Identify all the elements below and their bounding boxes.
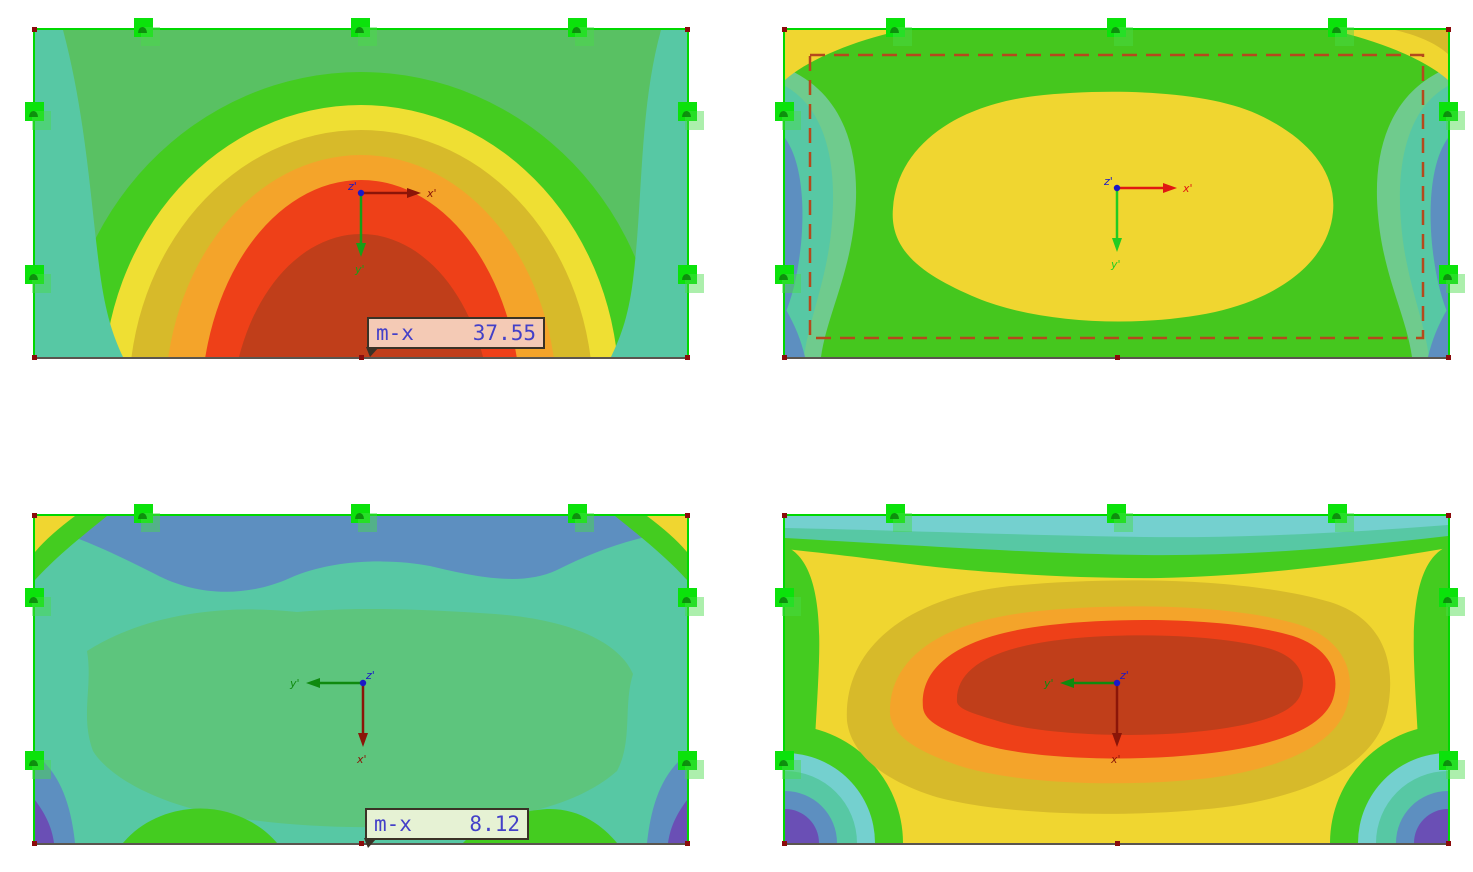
result-value: 37.55 bbox=[472, 321, 536, 345]
node-point[interactable] bbox=[1446, 513, 1451, 518]
contour-plot-bottom-left bbox=[35, 516, 687, 843]
result-value-tag[interactable]: m-x 37.55 bbox=[366, 317, 545, 357]
slab-panel-bottom-right[interactable]: y' x' z' bbox=[775, 504, 1465, 846]
node-point[interactable] bbox=[685, 355, 690, 360]
node-point[interactable] bbox=[782, 841, 787, 846]
contour-band-yellow-center bbox=[892, 91, 1334, 322]
result-name: m-x bbox=[376, 321, 414, 345]
edge-support-handle[interactable] bbox=[1439, 588, 1465, 616]
dashed-selection-rect bbox=[808, 53, 1425, 340]
node-point[interactable] bbox=[359, 355, 364, 360]
edge-support-handle[interactable] bbox=[25, 588, 51, 616]
result-name: m-x bbox=[374, 812, 412, 836]
contour-band-yellow-tr bbox=[1330, 30, 1448, 80]
edge-support-handle[interactable] bbox=[25, 265, 51, 293]
edge-support-handle[interactable] bbox=[134, 18, 160, 46]
contour-band-yellow-tl bbox=[785, 30, 903, 80]
node-point[interactable] bbox=[1446, 841, 1451, 846]
contour-plot-top-right bbox=[785, 30, 1448, 357]
contour-plot-top-left bbox=[35, 30, 687, 357]
contour-band-purple-bl bbox=[35, 800, 54, 843]
corner-ring-purple-bl bbox=[785, 809, 819, 843]
node-point[interactable] bbox=[685, 841, 690, 846]
contour-band-mustard-tr bbox=[1395, 30, 1448, 54]
edge-support-handle[interactable] bbox=[25, 102, 51, 130]
contour-band-blue-br bbox=[1428, 308, 1448, 357]
result-value: 8.12 bbox=[469, 812, 520, 836]
contour-band-teal-left bbox=[785, 86, 834, 357]
edge-support-handle[interactable] bbox=[678, 588, 704, 616]
node-point[interactable] bbox=[685, 27, 690, 32]
node-point[interactable] bbox=[1446, 27, 1451, 32]
edge-support-handle[interactable] bbox=[1439, 265, 1465, 293]
edge-support-handle[interactable] bbox=[775, 102, 801, 130]
edge-support-handle[interactable] bbox=[775, 751, 801, 779]
contour-band-teal-left bbox=[35, 30, 123, 357]
node-point[interactable] bbox=[782, 355, 787, 360]
edge-support-handle[interactable] bbox=[678, 102, 704, 130]
edge-support-handle[interactable] bbox=[775, 265, 801, 293]
slab-panel-bottom-left[interactable]: y' x' z' m-x 8.12 bbox=[25, 504, 704, 848]
slab-panel-top-right[interactable]: x' y' z' bbox=[775, 18, 1465, 360]
edge-support-handle[interactable] bbox=[25, 751, 51, 779]
node-point[interactable] bbox=[32, 513, 37, 518]
slab-panel-top-left[interactable]: x' y' z' m-x 37.55 bbox=[25, 18, 704, 360]
contour-band-soft-green-center bbox=[86, 608, 633, 828]
corner-ring-purple-br bbox=[1414, 809, 1448, 843]
contour-band-blue-top bbox=[35, 516, 687, 592]
edge-support-handle[interactable] bbox=[886, 504, 912, 532]
edge-support-handle[interactable] bbox=[678, 751, 704, 779]
node-point[interactable] bbox=[1114, 841, 1120, 846]
node-point[interactable] bbox=[782, 513, 787, 518]
node-point[interactable] bbox=[782, 27, 787, 32]
edge-support-handle[interactable] bbox=[1439, 102, 1465, 130]
edge-support-handle[interactable] bbox=[568, 504, 594, 532]
edge-support-handle[interactable] bbox=[134, 504, 160, 532]
edge-support-handle[interactable] bbox=[1107, 504, 1133, 532]
node-point[interactable] bbox=[1446, 355, 1451, 360]
edge-support-handle[interactable] bbox=[351, 504, 377, 532]
node-point[interactable] bbox=[1114, 355, 1120, 360]
contour-band-teal-right bbox=[611, 30, 687, 357]
node-point[interactable] bbox=[32, 841, 37, 846]
contour-band-green-bottom-left bbox=[123, 808, 277, 843]
contour-band-yellow-tl bbox=[35, 516, 75, 552]
edge-support-handle[interactable] bbox=[1439, 751, 1465, 779]
edge-support-handle[interactable] bbox=[678, 265, 704, 293]
contour-band-yellow-tr bbox=[647, 516, 687, 552]
node-point[interactable] bbox=[32, 27, 37, 32]
edge-support-handle[interactable] bbox=[886, 18, 912, 46]
result-value-tag[interactable]: m-x 8.12 bbox=[364, 808, 529, 848]
node-point[interactable] bbox=[685, 513, 690, 518]
contour-band-blue-bl bbox=[785, 308, 805, 357]
edge-support-handle[interactable] bbox=[775, 588, 801, 616]
edge-support-handle[interactable] bbox=[351, 18, 377, 46]
contour-band-cyan-top bbox=[785, 516, 1448, 538]
edge-support-handle[interactable] bbox=[568, 18, 594, 46]
edge-support-handle[interactable] bbox=[1328, 18, 1354, 46]
contour-band-dark-red bbox=[956, 635, 1303, 735]
edge-support-handle[interactable] bbox=[1328, 504, 1354, 532]
edge-support-handle[interactable] bbox=[1107, 18, 1133, 46]
node-point[interactable] bbox=[32, 355, 37, 360]
contour-band-purple-br bbox=[668, 800, 687, 843]
contour-plot-bottom-right bbox=[785, 516, 1448, 843]
